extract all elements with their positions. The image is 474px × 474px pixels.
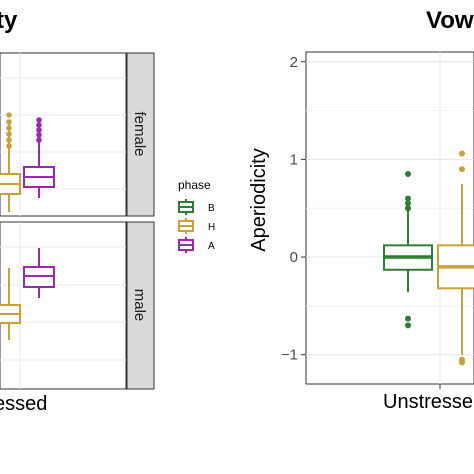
outlier-point <box>405 315 411 322</box>
left-panel-title: ty <box>0 7 18 34</box>
y-tick-label: 0 <box>290 249 298 266</box>
facet-female-strip: female <box>126 52 155 217</box>
legend-key-B: B <box>178 199 215 215</box>
outlier-point <box>405 195 411 202</box>
box-female-H <box>0 112 21 212</box>
right-y-axis-label: Aperiodicity <box>248 148 270 251</box>
outlier-point <box>36 122 42 128</box>
right-y-axis: 2 1 0 −1 <box>281 54 306 364</box>
outlier-point <box>459 166 465 173</box>
outlier-point <box>6 119 12 125</box>
facet-male-label: male <box>131 289 148 322</box>
y-tick-label: 1 <box>290 151 298 168</box>
outlier-point <box>405 205 411 212</box>
outlier-point <box>6 125 12 131</box>
facet-female-label: female <box>131 111 148 156</box>
right-panel-title: Vow <box>426 7 474 34</box>
legend: phase BHA <box>178 178 215 253</box>
box-H <box>437 150 474 366</box>
legend-label-H: H <box>208 222 215 233</box>
outlier-point <box>405 200 411 207</box>
outlier-point <box>36 132 42 138</box>
y-tick-label: −1 <box>281 347 298 364</box>
legend-key-A: A <box>178 237 215 253</box>
y-tick-label: 2 <box>290 54 298 71</box>
right-plot-panel <box>305 51 474 385</box>
outlier-point <box>6 131 12 137</box>
outlier-point <box>6 143 12 149</box>
outlier-point <box>459 359 465 366</box>
outlier-point <box>36 117 42 123</box>
facet-male-strip: male <box>126 221 155 390</box>
box-male-H <box>0 268 21 340</box>
right-x-axis-label: Unstresse <box>383 391 473 413</box>
legend-key-H: H <box>178 218 215 234</box>
legend-label-B: B <box>208 203 215 214</box>
outlier-point <box>405 171 411 178</box>
outlier-point <box>459 150 465 157</box>
legend-title: phase <box>178 178 211 192</box>
outlier-point <box>36 127 42 133</box>
outlier-point <box>405 322 411 329</box>
legend-label-A: A <box>208 241 215 252</box>
box-female-A <box>23 117 55 198</box>
box-male-A <box>23 248 55 298</box>
box-B <box>383 171 433 329</box>
outlier-point <box>6 112 12 118</box>
outlier-point <box>6 137 12 143</box>
outlier-point <box>36 137 42 143</box>
